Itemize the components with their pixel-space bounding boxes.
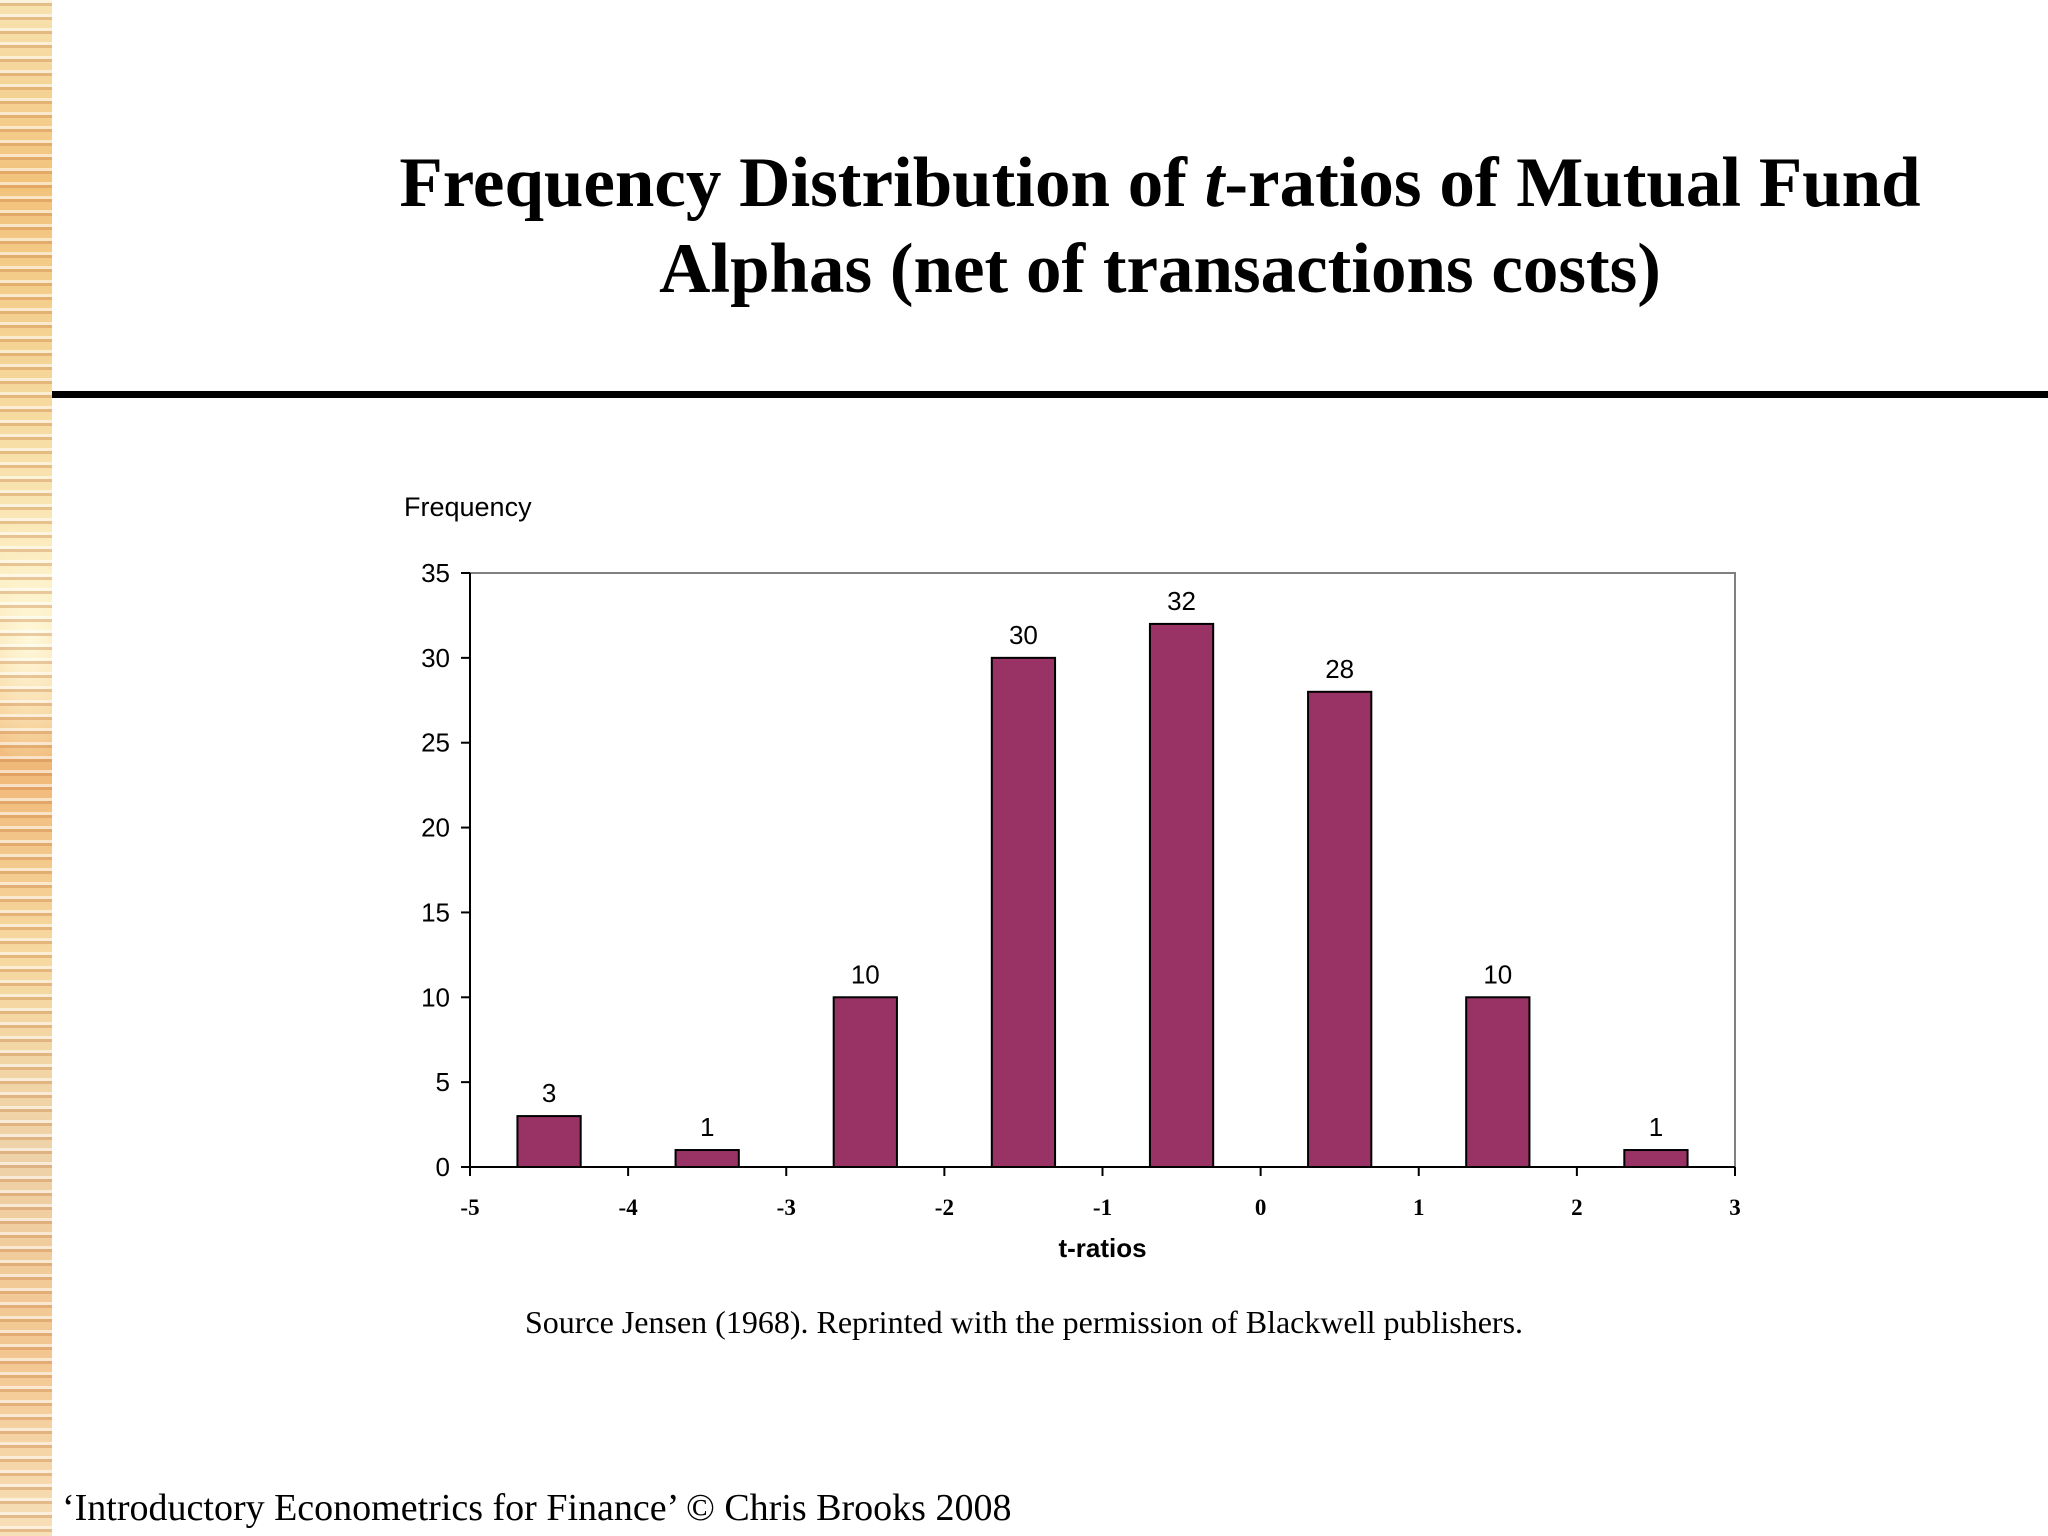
- title-italic-t: t: [1204, 144, 1225, 222]
- slide-title: Frequency Distribution of t-ratios of Mu…: [300, 140, 2020, 312]
- decorative-side-strip: [0, 0, 52, 1536]
- x-tick-label: 3: [1729, 1195, 1741, 1220]
- bar-data-label: 3: [542, 1078, 556, 1108]
- bar-data-label: 28: [1325, 654, 1354, 684]
- bar-data-label: 32: [1167, 586, 1196, 616]
- bar-data-label: 10: [1483, 959, 1512, 989]
- x-tick-label: -3: [777, 1195, 796, 1220]
- source-caption: Source Jensen (1968). Reprinted with the…: [524, 1304, 1524, 1340]
- x-tick-label: -1: [1093, 1195, 1112, 1220]
- histogram-bar: [1307, 690, 1373, 1169]
- bar-data-label: 1: [700, 1112, 714, 1142]
- y-tick-label: 30: [421, 643, 450, 673]
- bar-data-label: 1: [1649, 1112, 1663, 1142]
- side-strip-stripes: [0, 0, 52, 1536]
- y-tick-label: 20: [421, 813, 450, 843]
- histogram-bar: [1623, 1149, 1689, 1168]
- x-tick-label: -2: [935, 1195, 954, 1220]
- title-line-1-suffix: -ratios of Mutual Fund: [1224, 144, 1921, 222]
- histogram-bar: [832, 996, 898, 1168]
- y-tick-label: 5: [436, 1067, 450, 1097]
- title-line-2: Alphas (net of transactions costs): [659, 230, 1661, 308]
- histogram-bar: [674, 1149, 740, 1168]
- title-line-1: Frequency Distribution of t-ratios of Mu…: [300, 140, 2020, 226]
- frequency-histogram: 0 5 10 15 20 25 30 35 -5 -4 -3 -2 -1 0 1 2 3 3 1 10 30 32 28 10…: [404, 492, 1741, 1263]
- bar-data-label: 30: [1009, 620, 1038, 650]
- title-line-1-prefix: Frequency Distribution of: [399, 144, 1205, 222]
- x-tick-label: 0: [1255, 1195, 1267, 1220]
- y-tick-label: 15: [421, 897, 450, 927]
- title-divider: [52, 391, 2048, 398]
- bar-data-label: 10: [851, 959, 880, 989]
- histogram-bar: [990, 656, 1057, 1168]
- footer-copyright: ‘Introductory Econometrics for Finance’ …: [62, 1487, 1012, 1529]
- y-tick-label: 10: [421, 982, 450, 1012]
- plot-frame: [469, 572, 1736, 1168]
- x-tick-label: -5: [460, 1195, 479, 1220]
- x-tick-label: -4: [619, 1195, 639, 1220]
- x-tick-label: 2: [1571, 1195, 1583, 1220]
- histogram-bar: [1148, 622, 1215, 1168]
- histogram-bar: [1465, 996, 1531, 1168]
- histogram-bar: [516, 1115, 582, 1168]
- y-axis-title: Frequency: [404, 492, 532, 522]
- y-tick-label: 0: [436, 1152, 450, 1182]
- x-axis-title: t-ratios: [1058, 1233, 1146, 1263]
- x-tick-label: 1: [1413, 1195, 1425, 1220]
- y-tick-label: 35: [421, 558, 450, 588]
- y-tick-label: 25: [421, 728, 450, 758]
